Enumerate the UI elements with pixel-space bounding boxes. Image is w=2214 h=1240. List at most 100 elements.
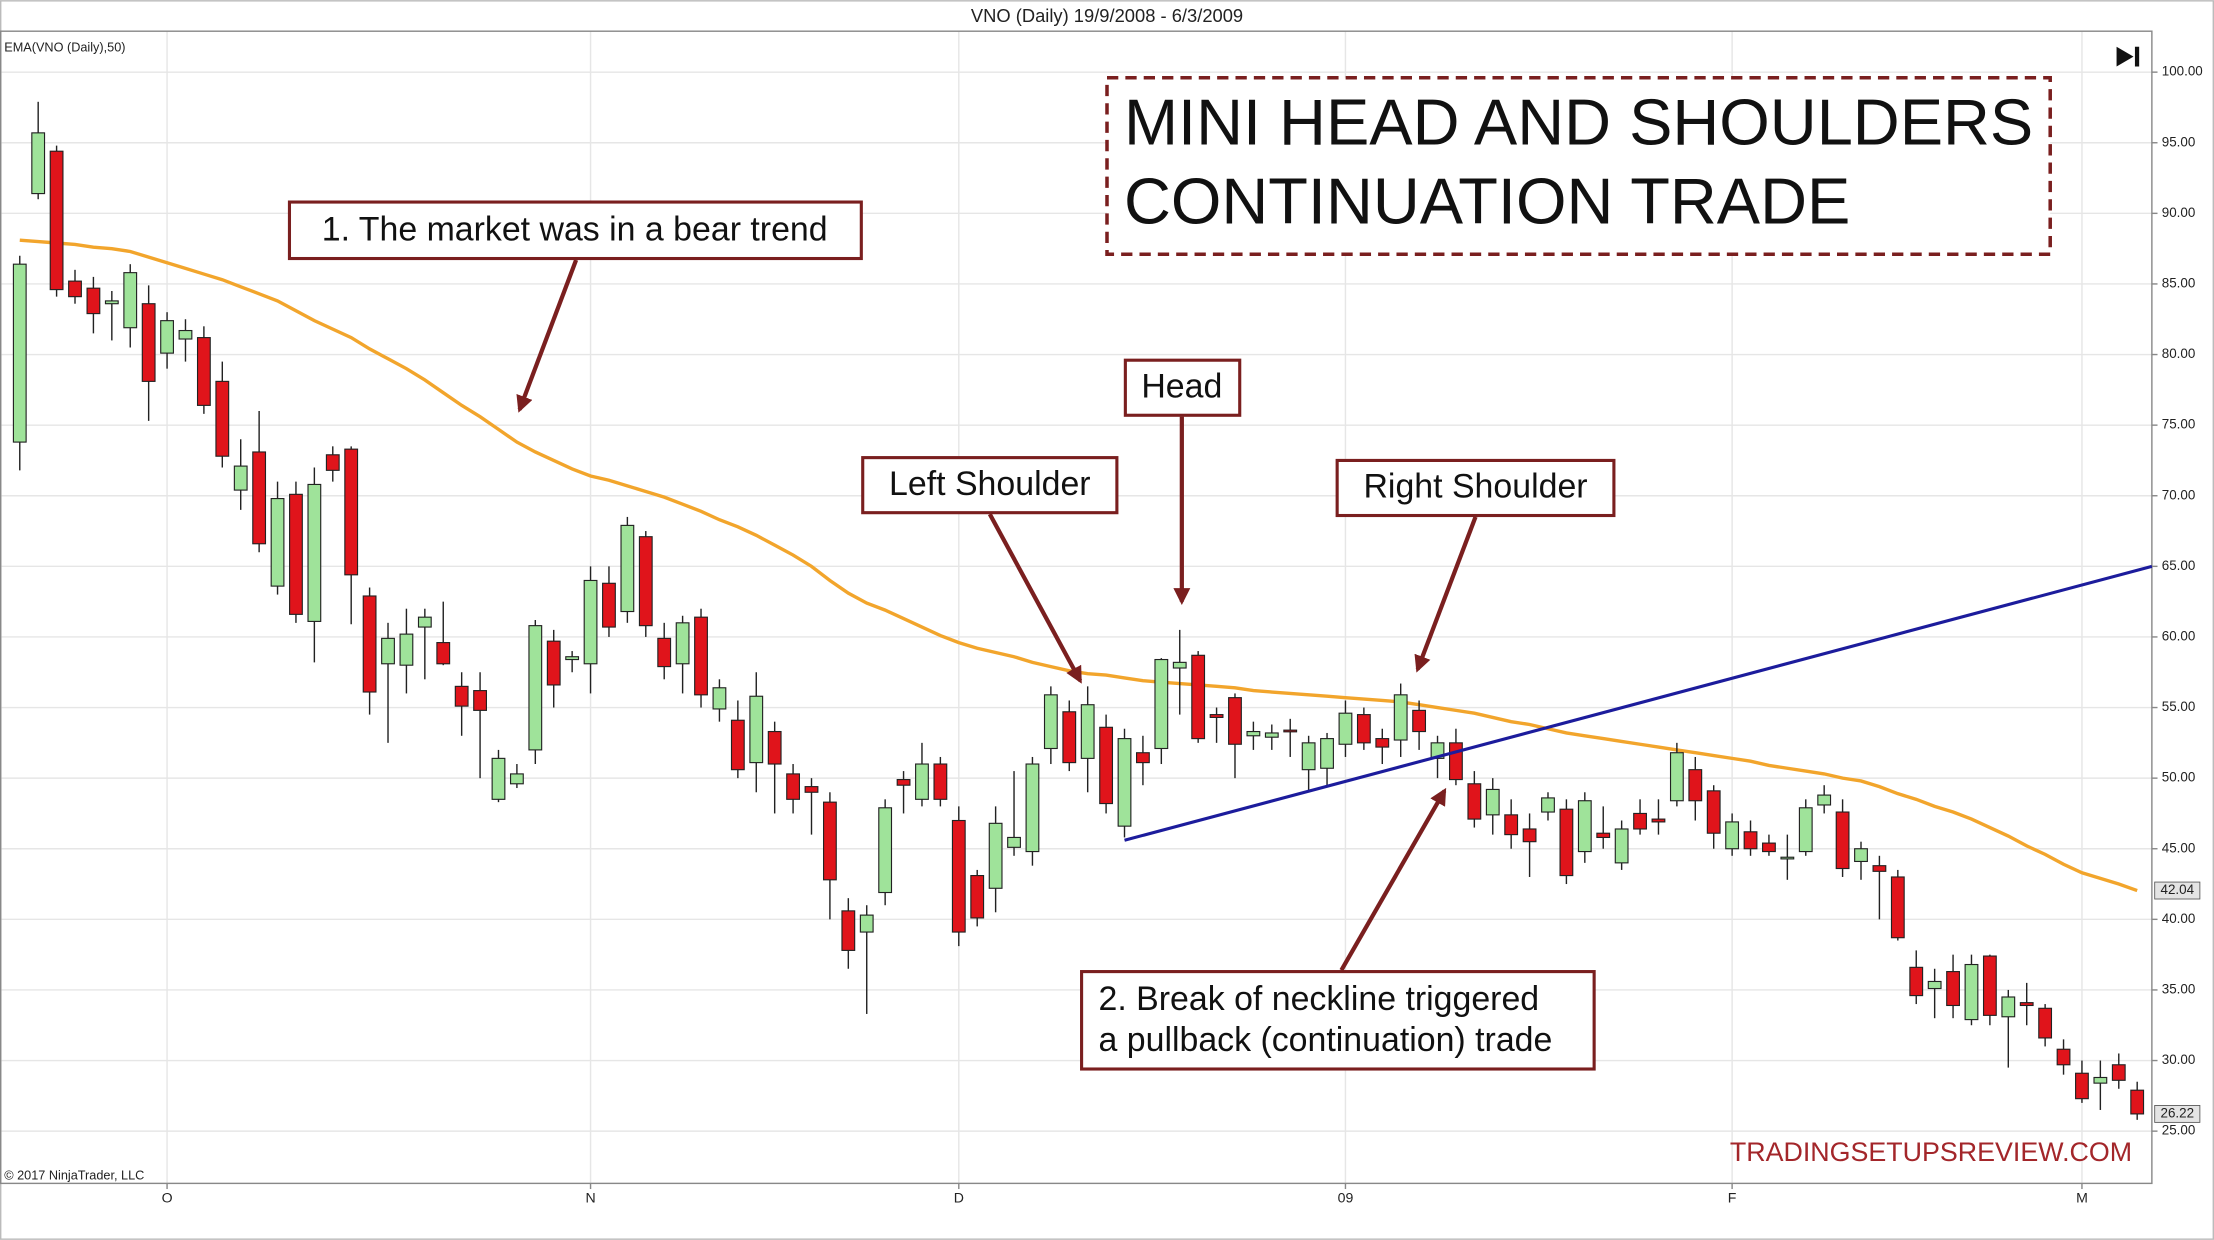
candle-body <box>12 263 27 443</box>
arrow <box>1339 787 1447 972</box>
x-tick-label: D <box>954 1190 964 1206</box>
end-icon <box>2116 46 2140 67</box>
y-tick-label: 40.00 <box>2162 911 2196 926</box>
candle-body <box>1136 752 1150 764</box>
candle-body <box>1117 738 1132 827</box>
y-tick-label: 30.00 <box>2162 1052 2196 1067</box>
candle-body <box>1927 980 1942 990</box>
candle-body <box>1007 836 1021 848</box>
candle-body <box>1688 769 1703 802</box>
note: Head <box>1141 367 1222 405</box>
candle-body <box>1614 828 1629 864</box>
arrow <box>516 259 579 413</box>
candle-body <box>1946 971 1960 1007</box>
candle-body <box>1559 808 1574 877</box>
candle-body <box>896 778 911 786</box>
x-tick-label: O <box>162 1190 173 1206</box>
y-tick-label: 75.00 <box>2162 417 2196 432</box>
candle-body <box>399 633 414 666</box>
plot-border <box>0 30 2153 1185</box>
candle-body <box>1798 807 1813 853</box>
candle-body <box>730 719 745 771</box>
candle-body <box>1577 800 1592 853</box>
candle-body <box>270 498 285 587</box>
candle-body <box>2019 1002 2034 1007</box>
candle-body <box>1375 738 1390 748</box>
candle-body <box>1154 658 1169 750</box>
candle-body <box>1725 821 1740 850</box>
candle-body <box>675 622 690 665</box>
candle-body <box>2001 996 2016 1018</box>
copyright: © 2017 NinjaTrader, LLC <box>4 1169 144 1183</box>
candle-body <box>1062 711 1077 764</box>
candle-body <box>307 483 322 622</box>
arrow <box>1414 516 1478 673</box>
candle-body <box>104 300 119 305</box>
title-box <box>1105 76 2052 257</box>
candle-body <box>1872 865 1887 872</box>
candle-body <box>1596 832 1611 839</box>
candle-body <box>822 801 837 881</box>
arrow <box>987 513 1083 684</box>
candle-body <box>528 625 543 751</box>
note: Left Shoulder <box>889 465 1091 503</box>
candle-body <box>1522 828 1537 843</box>
candle-body <box>178 329 193 340</box>
candle-body <box>712 687 727 710</box>
candle-body <box>381 637 395 665</box>
note-box <box>1080 970 1596 1071</box>
candle-body <box>2075 1072 2089 1100</box>
candle-body <box>1504 814 1519 836</box>
candle-body <box>951 819 966 933</box>
y-tick-label: 45.00 <box>2162 840 2196 855</box>
indicator-label: EMA(VNO (Daily),50) <box>4 41 125 55</box>
candle-body <box>583 579 598 665</box>
candle-body <box>1246 730 1261 737</box>
price-tag-box <box>2154 1105 2201 1123</box>
candle-body <box>325 454 340 471</box>
note-box <box>861 456 1119 515</box>
candle-body <box>1191 654 1206 740</box>
y-tick-label: 70.00 <box>2162 487 2196 502</box>
candle-body <box>417 616 432 628</box>
candle-body <box>1172 661 1187 669</box>
candle-body <box>841 910 856 951</box>
candle-body <box>2056 1048 2071 1066</box>
candle-body <box>31 132 46 195</box>
candle-body <box>1412 709 1427 733</box>
candle-body <box>68 280 82 298</box>
candle-body <box>86 287 101 315</box>
candle-body <box>988 822 1003 889</box>
price-tag: 26.22 <box>2161 1105 2195 1120</box>
candle-body <box>1264 732 1279 738</box>
candle-body <box>1762 842 1776 853</box>
candle-body <box>546 640 561 686</box>
candle-body <box>602 582 616 628</box>
candle-body <box>1651 818 1666 823</box>
candle-body <box>638 536 653 627</box>
note: Right Shoulder <box>1363 468 1587 506</box>
candle-body <box>2038 1007 2053 1039</box>
candle-body <box>1743 831 1758 850</box>
candle-body <box>1835 811 1850 870</box>
y-tick-label: 90.00 <box>2162 205 2196 220</box>
candle-body <box>933 763 948 800</box>
candle-body <box>1080 704 1095 759</box>
candle-body <box>657 637 672 668</box>
candle-body <box>1301 742 1316 771</box>
x-tick-label: F <box>1728 1190 1737 1206</box>
candle-body <box>1982 955 1997 1016</box>
candle-body <box>1817 794 1832 806</box>
candle-body <box>123 272 138 329</box>
candle-body <box>970 875 985 919</box>
candle-body <box>1356 714 1371 744</box>
candle-body <box>1393 694 1408 741</box>
x-tick-label: 09 <box>1338 1190 1354 1206</box>
candle-body <box>2093 1076 2108 1084</box>
y-tick-label: 65.00 <box>2162 558 2196 573</box>
chart-title: VNO (Daily) 19/9/2008 - 6/3/2009 <box>971 5 1243 26</box>
candle-body <box>1228 697 1242 745</box>
candle-body <box>289 493 303 615</box>
candle-body <box>196 337 211 406</box>
candle-body <box>2130 1089 2145 1115</box>
